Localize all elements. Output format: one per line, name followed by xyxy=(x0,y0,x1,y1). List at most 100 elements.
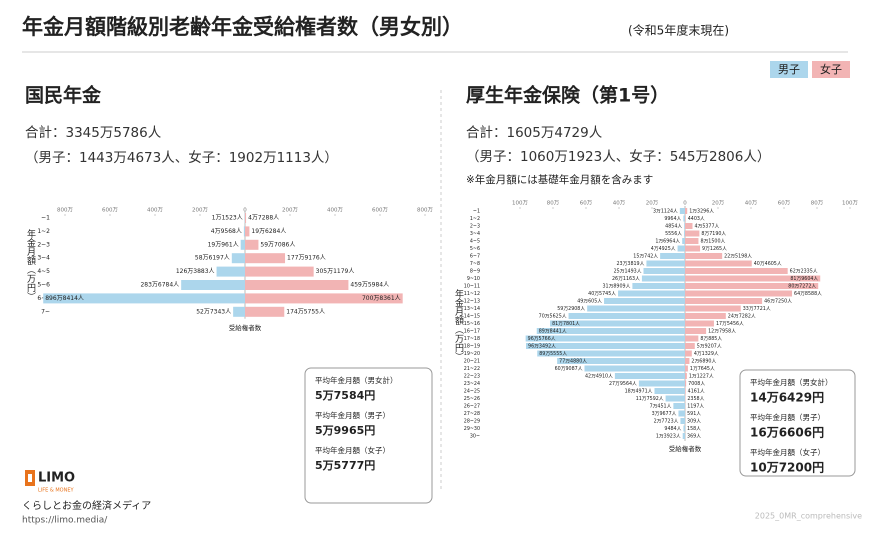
bar xyxy=(685,298,763,304)
value-label: 1万3923人 xyxy=(656,434,681,440)
x-tick-label: 400万 xyxy=(147,207,163,214)
x-tick-label: 600万 xyxy=(372,207,388,214)
value-label: 4万5377人 xyxy=(694,224,719,230)
value-label: 3万9677人 xyxy=(652,411,677,417)
value-label: 25万1493人 xyxy=(614,269,642,275)
value-label: 49万605人 xyxy=(577,299,602,305)
value-label: 7万451人 xyxy=(650,404,672,410)
value-label: 5万9207人 xyxy=(697,344,722,350)
bar xyxy=(679,208,685,214)
y-tick-label: 26~27 xyxy=(464,404,480,410)
value-label: 4万9568人 xyxy=(211,228,242,235)
bar xyxy=(682,238,685,244)
bar xyxy=(245,253,286,264)
y-tick-label: 7~8 xyxy=(470,261,480,267)
bar xyxy=(557,358,685,364)
value-label: 17万5456人 xyxy=(716,321,744,327)
value-label: 40万5745人 xyxy=(588,291,616,297)
bar xyxy=(685,245,701,252)
y-tick-label: 3~4 xyxy=(470,231,480,237)
bar xyxy=(685,283,819,289)
bar xyxy=(641,275,685,282)
value-label: 24万7282人 xyxy=(728,314,756,320)
value-label: 4403人 xyxy=(688,216,705,222)
value-label: 23万3819人 xyxy=(617,261,645,267)
legend-label: 男子 xyxy=(778,63,800,76)
url: https://limo.media/ xyxy=(22,516,108,526)
bar xyxy=(654,388,685,394)
bar xyxy=(587,305,685,312)
value-label: 8万885人 xyxy=(700,336,722,342)
bar xyxy=(233,306,245,317)
y-tick-label: 12~13 xyxy=(464,299,480,305)
bar xyxy=(685,380,687,387)
x-axis-title: 受給権者数 xyxy=(669,444,702,453)
y-tick-label: 29~30 xyxy=(464,426,480,432)
bar xyxy=(683,215,685,222)
bar xyxy=(526,343,685,349)
value-label: 1197人 xyxy=(687,404,704,410)
bar xyxy=(684,230,685,237)
y-tick-label: 6~7 xyxy=(470,254,480,260)
bar xyxy=(677,245,685,252)
y-tick-label: 22~23 xyxy=(464,374,480,380)
x-tick-label: 60万 xyxy=(778,200,791,207)
section-title: 厚生年金保険（第1号） xyxy=(466,84,669,107)
summary-label: 平均年金月額（男女計） xyxy=(315,375,398,385)
bar xyxy=(685,253,723,259)
bar xyxy=(525,335,685,342)
x-tick-label: 20万 xyxy=(712,200,725,207)
bar xyxy=(685,373,687,379)
value-label: 26万1163人 xyxy=(612,276,640,282)
value-label: 896万8414人 xyxy=(45,295,84,302)
x-tick-label: 400万 xyxy=(327,207,343,214)
y-tick-label: 17~18 xyxy=(464,336,480,342)
y-tick-label: 18~19 xyxy=(464,344,480,350)
value-label: 27万9564人 xyxy=(609,381,637,387)
y-tick-label: 4~5 xyxy=(37,268,50,275)
y-axis-title: 年金月額（万円） xyxy=(25,228,36,301)
bar xyxy=(245,280,349,290)
x-tick-label: 100万 xyxy=(842,200,858,207)
bar xyxy=(685,208,688,214)
value-label: 1万1523人 xyxy=(212,215,243,222)
value-label: 2万7723人 xyxy=(654,419,679,425)
bar xyxy=(536,328,685,334)
breakdown: （男子：1060万1923人、女子：545万2806人） xyxy=(466,148,770,165)
x-tick-label: 40万 xyxy=(745,200,758,207)
value-label: 177万9176人 xyxy=(287,255,326,262)
legend-swatch xyxy=(812,61,850,78)
bar xyxy=(680,418,685,424)
y-tick-label: 10~11 xyxy=(464,284,480,290)
summary-label: 平均年金月額（男子） xyxy=(315,410,390,420)
x-axis-title: 受給権者数 xyxy=(229,323,262,332)
value-label: 369人 xyxy=(687,434,701,440)
value-label: 62万2335人 xyxy=(790,269,818,275)
bar xyxy=(243,226,245,237)
x-tick-label: 80万 xyxy=(811,200,824,207)
bar xyxy=(682,433,685,439)
y-tick-label: 30~ xyxy=(470,434,480,440)
logo-mark-inner xyxy=(28,474,32,482)
x-tick-label: 600万 xyxy=(102,207,118,214)
total: 合計：1605万4729人 xyxy=(466,125,603,141)
value-label: 12万7958人 xyxy=(708,329,736,335)
bar xyxy=(685,388,686,394)
x-tick-label: 0 xyxy=(683,201,687,207)
y-tick-label: 3~4 xyxy=(37,255,50,262)
y-tick-label: 8~9 xyxy=(470,269,480,275)
value-label: 96万3492人 xyxy=(528,344,556,350)
bar xyxy=(660,253,685,259)
bar xyxy=(685,238,699,244)
bar xyxy=(245,226,250,237)
y-tick-label: 16~17 xyxy=(464,329,480,335)
total: 合計：3345万5786人 xyxy=(25,125,162,141)
value-label: 59万2908人 xyxy=(557,306,585,312)
bar xyxy=(245,306,285,317)
value-label: 283万6784人 xyxy=(140,282,179,289)
value-label: 70万5625人 xyxy=(539,314,567,320)
bar xyxy=(181,280,245,290)
bar xyxy=(643,268,685,274)
value-label: 1万6964人 xyxy=(655,239,680,245)
